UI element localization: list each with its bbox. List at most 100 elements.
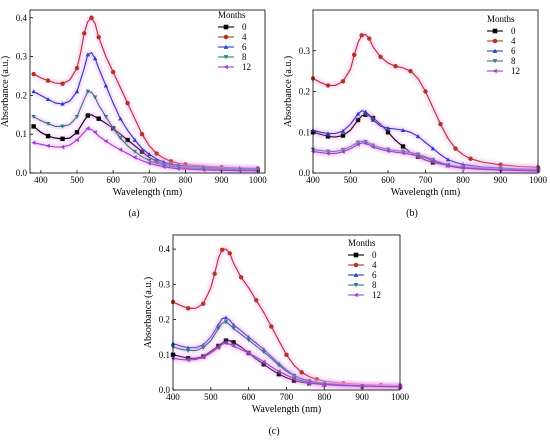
data-point-12 bbox=[176, 166, 180, 171]
data-point-12 bbox=[307, 380, 311, 385]
data-point-4 bbox=[468, 156, 473, 161]
y-tick-label: 0.1 bbox=[16, 129, 27, 139]
data-point-12 bbox=[340, 149, 345, 155]
x-tick-label: 400 bbox=[166, 392, 180, 402]
legend-entry-6: 6 bbox=[372, 270, 377, 280]
data-point-6 bbox=[45, 97, 51, 102]
data-point-4 bbox=[154, 151, 159, 156]
legend-marker-12 bbox=[492, 68, 497, 74]
data-point-4 bbox=[110, 69, 116, 75]
data-point-4 bbox=[139, 131, 145, 137]
chart-panel-c: 400 500 600 700 800 900 1000 0.0 0.1 0.2 0.3 0.4 Wav… bbox=[143, 234, 410, 437]
data-point-6 bbox=[132, 137, 138, 142]
legend-entry-12: 12 bbox=[511, 66, 520, 76]
legend-entry-0: 0 bbox=[242, 22, 247, 32]
y-tick-label: 0.2 bbox=[16, 90, 27, 100]
y-axis-label: Absorbance (a.u.) bbox=[0, 56, 11, 127]
legend-title: Months bbox=[487, 14, 515, 24]
data-point-12 bbox=[185, 357, 190, 363]
x-tick-label: 700 bbox=[143, 175, 157, 185]
data-point-6 bbox=[363, 109, 368, 114]
legend-entry-4: 4 bbox=[242, 32, 247, 42]
data-point-4 bbox=[45, 78, 51, 83]
data-point-0 bbox=[45, 133, 51, 139]
legend-entry-6: 6 bbox=[511, 46, 516, 56]
data-point-6 bbox=[74, 89, 80, 94]
y-tick-label: 0.0 bbox=[16, 168, 28, 178]
data-point-0 bbox=[400, 144, 406, 149]
data-point-6 bbox=[31, 89, 36, 94]
data-point-6 bbox=[147, 152, 152, 157]
series-glow-0 bbox=[172, 338, 400, 390]
data-point-12 bbox=[445, 163, 450, 168]
legend-entry-12: 12 bbox=[242, 62, 251, 72]
data-point-12 bbox=[325, 151, 330, 156]
chart-panel-b: 400 500 600 700 800 900 1000 0.0 0.1 0.2 0.3 Wavele… bbox=[283, 9, 548, 219]
data-point-0 bbox=[60, 136, 65, 142]
data-point-0 bbox=[74, 130, 80, 135]
data-point-6 bbox=[223, 315, 229, 320]
legend-entry-6: 6 bbox=[242, 42, 247, 52]
x-tick-label: 700 bbox=[419, 175, 433, 185]
y-tick-label: 0.0 bbox=[159, 385, 171, 395]
data-point-8 bbox=[31, 114, 36, 119]
x-tick-label: 600 bbox=[381, 175, 395, 185]
data-point-6 bbox=[325, 131, 331, 136]
legend-marker-6 bbox=[223, 44, 229, 49]
data-point-12 bbox=[359, 383, 364, 389]
data-point-8 bbox=[118, 136, 123, 141]
data-point-12 bbox=[415, 153, 420, 159]
legend-entry-8: 8 bbox=[372, 280, 377, 290]
data-point-0 bbox=[340, 133, 346, 138]
data-point-4 bbox=[185, 306, 191, 311]
data-point-4 bbox=[60, 81, 65, 86]
data-point-4 bbox=[393, 64, 398, 69]
x-tick-label: 700 bbox=[280, 392, 294, 402]
data-point-12 bbox=[363, 141, 368, 146]
data-point-4 bbox=[82, 31, 87, 36]
x-tick-label: 500 bbox=[344, 175, 358, 185]
data-point-4 bbox=[359, 33, 364, 38]
data-point-8 bbox=[231, 326, 236, 331]
x-tick-label: 900 bbox=[215, 175, 229, 185]
data-point-12 bbox=[147, 161, 152, 166]
data-point-12 bbox=[291, 376, 296, 381]
data-point-6 bbox=[85, 52, 91, 57]
x-tick-label: 900 bbox=[355, 392, 369, 402]
series-line-6 bbox=[33, 51, 258, 170]
data-point-6 bbox=[460, 162, 466, 167]
legend-marker-0 bbox=[353, 252, 359, 258]
data-point-4 bbox=[269, 324, 274, 329]
data-point-4 bbox=[201, 301, 206, 306]
data-point-8 bbox=[92, 95, 98, 100]
x-tick-label: 900 bbox=[494, 175, 508, 185]
data-point-6 bbox=[370, 117, 376, 122]
data-point-4 bbox=[219, 247, 225, 252]
x-axis-label: Wavelength (nm) bbox=[391, 187, 460, 198]
y-tick-label: 0.1 bbox=[299, 127, 310, 137]
series-glow-4 bbox=[172, 246, 401, 388]
chart-panel-a: 400 500 600 700 800 900 1000 0.0 0.1 0.2 0.3 0.4 Wav… bbox=[0, 9, 267, 219]
data-point-12 bbox=[31, 140, 36, 145]
data-point-12 bbox=[223, 340, 228, 346]
data-point-12 bbox=[261, 359, 266, 365]
data-point-4 bbox=[325, 83, 331, 88]
data-point-8 bbox=[85, 89, 91, 94]
panel-label: (b) bbox=[406, 208, 418, 219]
data-point-4 bbox=[227, 251, 232, 256]
data-point-12 bbox=[355, 142, 360, 147]
legend-entry-8: 8 bbox=[511, 56, 516, 66]
data-point-12 bbox=[60, 144, 65, 150]
data-point-4 bbox=[299, 370, 304, 375]
data-point-12 bbox=[276, 369, 281, 374]
data-point-8 bbox=[276, 363, 282, 368]
legend-title: Months bbox=[348, 238, 376, 248]
x-tick-label: 400 bbox=[34, 175, 48, 185]
data-point-4 bbox=[125, 100, 130, 106]
y-tick-label: 0.4 bbox=[16, 13, 28, 23]
data-point-8 bbox=[103, 114, 109, 119]
data-point-4 bbox=[284, 352, 289, 357]
x-tick-label: 800 bbox=[318, 392, 332, 402]
